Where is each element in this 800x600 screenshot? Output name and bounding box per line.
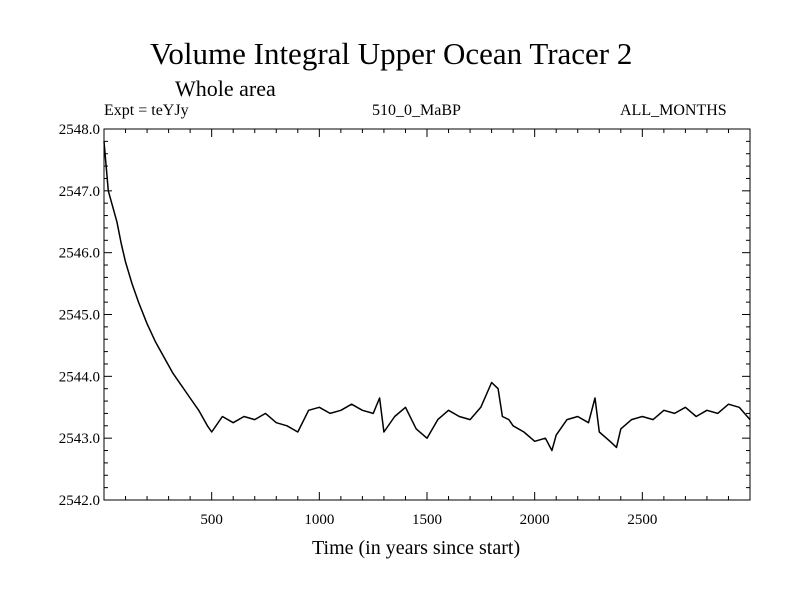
y-tick-label: 2547.0 bbox=[59, 184, 100, 200]
tick-labels: 2542.0 2543.0 2544.0 2545.0 2546.0 2547.0 2548… bbox=[59, 122, 658, 528]
y-tick-label: 2545.0 bbox=[59, 308, 100, 324]
series-layer bbox=[103, 141, 751, 452]
y-tick-label: 2548.0 bbox=[59, 122, 100, 138]
axis-ticks bbox=[104, 129, 750, 500]
x-tick-label: 2000 bbox=[520, 512, 550, 528]
x-tick-label: 2500 bbox=[627, 512, 657, 528]
series-line bbox=[103, 141, 751, 452]
y-tick-label: 2542.0 bbox=[59, 493, 100, 509]
experiment-label: Expt = teYJy bbox=[104, 102, 189, 119]
plot-frame bbox=[103, 128, 751, 501]
chart-subtitle: Whole area bbox=[175, 76, 276, 101]
x-axis-label: Time (in years since start) bbox=[312, 537, 521, 559]
x-tick-label: 1000 bbox=[304, 512, 334, 528]
y-tick-label: 2546.0 bbox=[59, 246, 100, 262]
y-tick-label: 2544.0 bbox=[59, 369, 100, 385]
period-label: 510_0_MaBP bbox=[372, 102, 461, 119]
y-tick-label: 2543.0 bbox=[59, 431, 100, 447]
chart-title: Volume Integral Upper Ocean Tracer 2 bbox=[150, 36, 633, 71]
months-label: ALL_MONTHS bbox=[620, 102, 727, 119]
x-tick-label: 500 bbox=[200, 512, 223, 528]
x-tick-label: 1500 bbox=[412, 512, 442, 528]
